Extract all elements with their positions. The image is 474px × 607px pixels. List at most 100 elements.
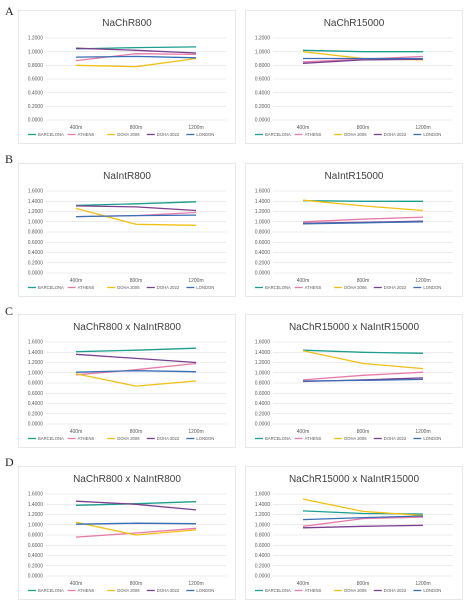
series-line-athens [302,55,424,63]
chart-title: NaIntR800 [103,171,151,182]
series-line-barcelona [302,200,423,202]
chart-title: NaChR15000 x NaIntR15000 [289,322,420,333]
series-line-doha-2022 [75,205,197,212]
x-tick-label: 400m [297,125,310,131]
legend-label: BARCELONA [38,436,64,441]
y-tick-label: 1.2000 [28,512,44,518]
series-line-barcelona [75,347,197,353]
y-tick-label: 0.8000 [28,381,44,387]
x-tick-label: 800m [357,581,370,587]
y-tick-label: 0.2000 [255,260,271,266]
y-tick-label: 1.4000 [28,350,44,356]
x-tick-label: 400m [70,429,83,435]
y-tick-label: 1.0000 [28,219,44,225]
legend-label: DOHA 2006 [344,436,367,441]
chart-frame [18,163,236,297]
series-line-barcelona [302,349,424,354]
y-tick-label: 1.2000 [255,512,271,518]
legend-label: ATHENS [78,132,95,137]
y-tick-label: 1.0000 [255,219,271,225]
series-line-doha-2022 [302,524,424,529]
series-line-london [75,214,197,218]
y-tick-label: 0.4000 [255,401,271,407]
x-tick-label: 1200m [188,278,203,284]
legend-label: DOHA 2006 [344,285,367,290]
y-tick-label: 1.6000 [255,340,271,346]
legend-label: DOHA 2022 [157,588,180,593]
y-tick-label: 1.6000 [28,340,44,346]
series-line-athens [302,516,424,527]
y-tick-label: 0.4000 [28,553,44,559]
series-line-doha-2006 [75,521,197,536]
x-tick-label: 400m [297,429,310,435]
panel-letter-d: D [5,455,14,469]
chart-title: NaChR800 [102,18,152,29]
series-line-athens [75,362,197,376]
y-tick-label: 0.0000 [28,422,44,428]
legend-label: DOHA 2006 [117,132,140,137]
y-tick-label: 0.2000 [255,411,271,417]
legend-label: DOHA 2006 [117,436,140,441]
chart-title: NaIntR15000 [325,171,384,182]
series-line-barcelona [302,49,423,53]
legend-label: ATHENS [78,588,95,593]
y-tick-label: 0.6000 [255,391,271,397]
y-tick-label: 1.4000 [255,199,271,205]
legend-label: LONDON [196,436,214,441]
legend-label: DOHA 2006 [117,285,140,290]
y-tick-label: 1.0000 [255,49,271,55]
y-tick-label: 1.6000 [255,492,271,498]
legend-label: LONDON [423,285,441,290]
y-tick-label: 0.0000 [255,574,271,580]
y-tick-label: 0.8000 [255,63,271,69]
legend-label: BARCELONA [265,285,291,290]
legend-label: BARCELONA [38,285,64,290]
x-tick-label: 800m [130,278,143,284]
x-tick-label: 1200m [415,429,430,435]
legend-label: DOHA 2006 [117,588,140,593]
y-tick-label: 0.2000 [255,104,271,110]
panel-letter-a: A [5,4,14,18]
x-tick-label: 400m [70,125,83,131]
chart-frame [245,163,463,297]
legend-label: DOHA 2022 [384,132,407,137]
legend-label: DOHA 2022 [384,588,407,593]
legend-label: DOHA 2006 [344,588,367,593]
y-tick-label: 1.2000 [255,36,271,42]
y-tick-label: 1.4000 [28,199,44,205]
legend-label: LONDON [423,436,441,441]
y-tick-label: 1.4000 [28,502,44,508]
series-line-doha-2022 [75,353,197,364]
x-tick-label: 1200m [188,429,203,435]
x-tick-label: 800m [357,429,370,435]
y-tick-label: 0.2000 [28,260,44,266]
series-line-doha-2006 [75,373,197,387]
chart-b-right: NaIntR15000 0.0000 0.2000 0.4000 0.6000 0.800… [245,163,463,297]
x-tick-label: 800m [130,429,143,435]
chart-frame [245,10,463,144]
y-tick-label: 1.2000 [28,360,44,366]
chart-d-left: NaChR800 x NaIntR800 0.0000 0.2000 0.4000 0.… [18,466,236,600]
y-tick-label: 0.0000 [28,118,44,124]
y-tick-label: 0.4000 [28,90,44,96]
legend-label: BARCELONA [265,588,291,593]
series-line-doha-2022 [75,47,197,54]
y-tick-label: 1.2000 [255,209,271,215]
chart-frame [18,314,236,448]
y-tick-label: 1.6000 [28,189,44,195]
panel-letter-c: C [5,304,14,318]
x-tick-label: 400m [297,581,310,587]
y-tick-label: 1.0000 [28,522,44,528]
y-tick-label: 0.8000 [255,230,271,236]
chart-b-left: NaIntR800 0.0000 0.2000 0.4000 0.6000 0.8000 1… [18,163,236,297]
legend-label: BARCELONA [265,436,291,441]
series-line-london [302,378,424,382]
legend-label: LONDON [196,132,214,137]
legend-label: DOHA 2022 [157,132,180,137]
legend-label: ATHENS [305,132,322,137]
y-tick-label: 0.4000 [28,250,44,256]
chart-a-right: NaChR15000 0.0000 0.2000 0.4000 0.6000 0.8000… [245,10,463,144]
series-line-doha-2006 [302,199,424,212]
y-tick-label: 1.4000 [255,502,271,508]
y-tick-label: 1.0000 [255,522,271,528]
